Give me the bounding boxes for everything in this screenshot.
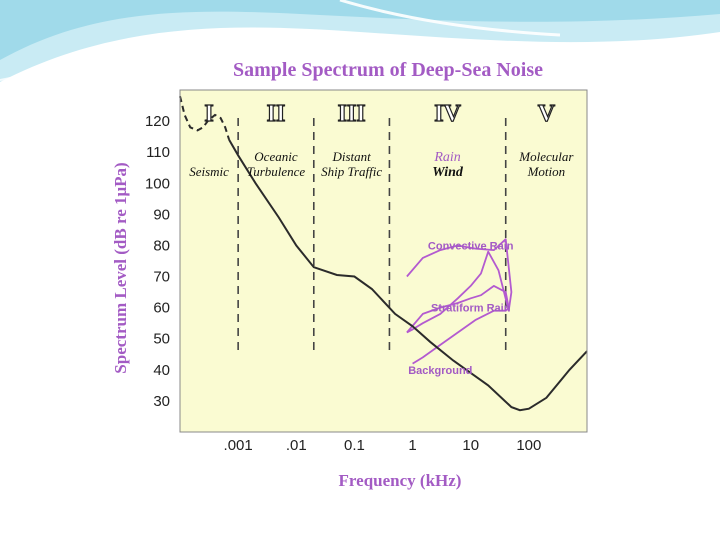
rain-outline-group <box>406 238 513 365</box>
region-label: Ship Traffic <box>321 164 382 179</box>
region-label: Motion <box>527 164 566 179</box>
region-numeral: III <box>338 101 366 127</box>
plot-area <box>180 90 587 432</box>
plot-frame <box>179 89 588 433</box>
region-label: Oceanic <box>254 149 298 164</box>
rain-annotation: Convective Rain <box>428 240 514 252</box>
rain-annotation: Background <box>408 365 472 377</box>
x-tick-label: 100 <box>516 437 541 454</box>
region-label: Wind <box>432 165 464 180</box>
header-swoosh-decoration <box>0 0 720 82</box>
rain-outline <box>406 285 510 365</box>
seismic-curve <box>179 95 231 141</box>
region-divider-group <box>237 118 507 354</box>
y-tick-label: 80 <box>153 237 170 254</box>
region-label: Molecular <box>518 149 574 164</box>
region-numeral: I <box>204 101 213 127</box>
x-axis-label: Frequency (kHz) <box>339 471 462 490</box>
x-tick-label: .001 <box>224 437 253 454</box>
y-tick-group: 30 40 50 60 70 80 90 100 110 120 <box>145 113 170 410</box>
chart-title: Sample Spectrum of Deep-Sea Noise <box>233 59 543 81</box>
region-numeral: II <box>267 101 286 127</box>
y-tick-label: 40 <box>153 362 170 379</box>
x-tick-label: .01 <box>286 437 307 454</box>
y-axis-label: Spectrum Level (dB re 1μPa) <box>111 162 130 373</box>
y-tick-label: 30 <box>153 393 170 410</box>
region-numeral: IV <box>434 101 461 127</box>
y-tick-label: 110 <box>146 144 170 161</box>
x-tick-label: 0.1 <box>344 437 365 454</box>
x-tick-group: .001 .01 0.1 1 10 100 <box>224 437 542 454</box>
y-tick-label: 60 <box>153 300 170 317</box>
region-numeral: V <box>538 101 556 127</box>
x-tick-label: 10 <box>462 437 479 454</box>
y-tick-label: 120 <box>145 113 170 130</box>
region-label: Seismic <box>189 164 229 179</box>
y-tick-label: 70 <box>153 269 170 286</box>
noise-spectrum-curve <box>228 139 588 412</box>
y-tick-label: 50 <box>153 331 170 348</box>
x-tick-label: 1 <box>408 437 416 454</box>
noise-curve-group <box>179 95 588 412</box>
y-tick-label: 90 <box>153 206 170 223</box>
region-label: Rain <box>433 150 460 165</box>
rain-annotation: Stratiform Rain <box>431 303 511 315</box>
region-label: Turbulence <box>247 164 306 179</box>
region-label: Distant <box>331 149 371 164</box>
y-tick-label: 100 <box>145 175 170 192</box>
annotation-group: Convective Rain Stratiform Rain Background <box>408 240 514 376</box>
